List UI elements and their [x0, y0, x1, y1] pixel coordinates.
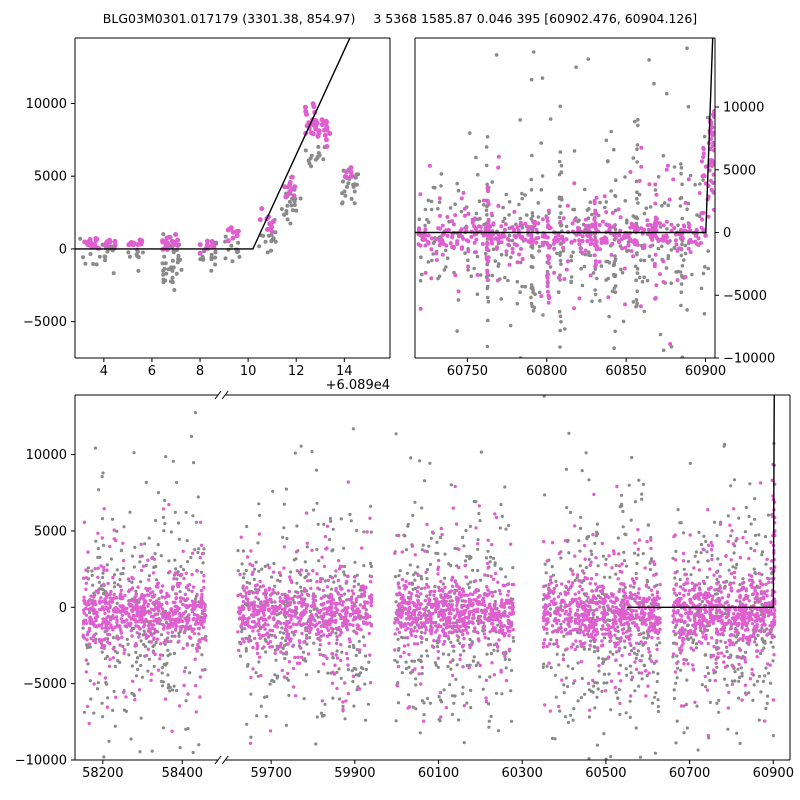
axis-break-mark [221, 755, 229, 765]
y-tick-label: −10000 [15, 754, 67, 769]
cluster-gray [529, 153, 535, 309]
panel-bottom: 58200 58400 59700 59900 60100 60300 60500 60700… [15, 390, 794, 781]
cluster-magenta [126, 237, 145, 248]
cluster-magenta [319, 117, 333, 149]
x-tick-label: 58200 [82, 766, 123, 781]
x-offset-label: +6.089e4 [326, 378, 390, 393]
x-tick-label: 60900 [685, 364, 726, 379]
figure-title: BLG03M0301.017179 (3301.38, 854.97) 3 53… [0, 11, 800, 26]
panel-top-left: 4 6 8 10 12 14 −5000 0 5000 10000 +6.089e4 [23, 37, 391, 393]
cluster-gray [678, 162, 685, 358]
y-tick-label: 5000 [34, 170, 67, 185]
cluster-gray [611, 178, 618, 351]
cluster-magenta [236, 480, 374, 745]
tick-labels: 60750 60800 60850 60900−10000 −5000 0 5000 1000… [447, 101, 776, 380]
x-tick-label: 60750 [447, 364, 488, 379]
cluster-gray [557, 104, 564, 349]
x-tick-label: 58400 [162, 766, 203, 781]
cluster-magenta [82, 236, 102, 251]
title-object-id: BLG03M0301.017179 (3301.38, 854.97) [102, 11, 356, 26]
tick-labels: 4 6 8 10 12 14 −5000 0 5000 10000 +6.089e4 [23, 97, 390, 393]
cluster-magenta [592, 195, 599, 269]
axes-spines [74, 37, 391, 359]
axes-spines [414, 37, 716, 359]
axis-break-mark [221, 390, 229, 400]
y-tick-label: 0 [59, 601, 67, 616]
x-tick-label: 59900 [334, 766, 375, 781]
y-tick-label: 10000 [26, 448, 67, 463]
cluster-gray [111, 266, 214, 277]
x-tick-label: 60850 [605, 364, 646, 379]
x-tick-label: 60300 [502, 766, 543, 781]
cluster-gray [393, 432, 516, 760]
x-tick-label: 10 [240, 364, 257, 379]
scatter-points [78, 101, 361, 292]
cluster-magenta [160, 232, 181, 253]
model-line [626, 395, 775, 608]
y-tick-label: −5000 [23, 315, 67, 330]
axis-break-mark [214, 390, 222, 400]
panel-top-right: 60750 60800 60850 60900−10000 −5000 0 5000 1000… [414, 37, 776, 380]
cluster-magenta [652, 182, 659, 301]
y-tick-label: 5000 [34, 524, 67, 539]
cluster-magenta [282, 174, 298, 200]
model-line [75, 38, 351, 250]
y-tick-label: −5000 [23, 677, 67, 692]
cluster-gray [633, 118, 640, 309]
cluster-magenta [393, 484, 516, 723]
cluster-magenta [342, 165, 355, 180]
y-tick-label: 0 [723, 226, 731, 241]
x-tick-label: 6 [148, 364, 156, 379]
cluster-gray [303, 144, 327, 169]
cluster-magenta [545, 215, 552, 305]
x-tick-label: 12 [288, 364, 305, 379]
x-tick-label: 14 [336, 364, 353, 379]
cluster-gray [494, 50, 656, 86]
x-tick-label: 60100 [418, 766, 459, 781]
y-tick-label: 10000 [26, 97, 67, 112]
x-tick-label: 60800 [526, 364, 567, 379]
cluster-gray [417, 46, 710, 358]
x-tick-label: 60900 [753, 766, 794, 781]
x-tick-label: 4 [100, 364, 108, 379]
cluster-magenta [81, 502, 208, 733]
cluster-magenta [197, 238, 217, 256]
x-tick-label: 59700 [251, 766, 292, 781]
cluster-magenta [541, 484, 662, 713]
cluster-magenta [102, 237, 118, 249]
tick-labels: 58200 58400 59700 59900 60100 60300 60500 60700… [15, 448, 794, 781]
cluster-magenta [416, 145, 706, 346]
y-tick-label: 10000 [723, 101, 764, 116]
axis-break-mark [214, 755, 222, 765]
cluster-magenta [310, 101, 316, 107]
y-tick-label: −5000 [723, 289, 767, 304]
title-fit-params: 3 5368 1585.87 0.046 395 [60902.476, 609… [373, 11, 698, 26]
model-line [415, 38, 714, 234]
y-tick-label: 0 [59, 242, 67, 257]
x-tick-label: 60700 [669, 766, 710, 781]
cluster-magenta [671, 481, 777, 738]
cluster-gray [160, 232, 184, 292]
axes-spines [74, 390, 791, 765]
x-tick-label: 8 [196, 364, 204, 379]
x-tick-label: 60500 [585, 766, 626, 781]
cluster-magenta [225, 225, 241, 244]
y-tick-label: −10000 [723, 352, 775, 367]
scatter-points [81, 395, 777, 760]
cluster-magenta [484, 185, 491, 283]
y-tick-label: 5000 [723, 163, 756, 178]
scatter-points [416, 46, 715, 358]
